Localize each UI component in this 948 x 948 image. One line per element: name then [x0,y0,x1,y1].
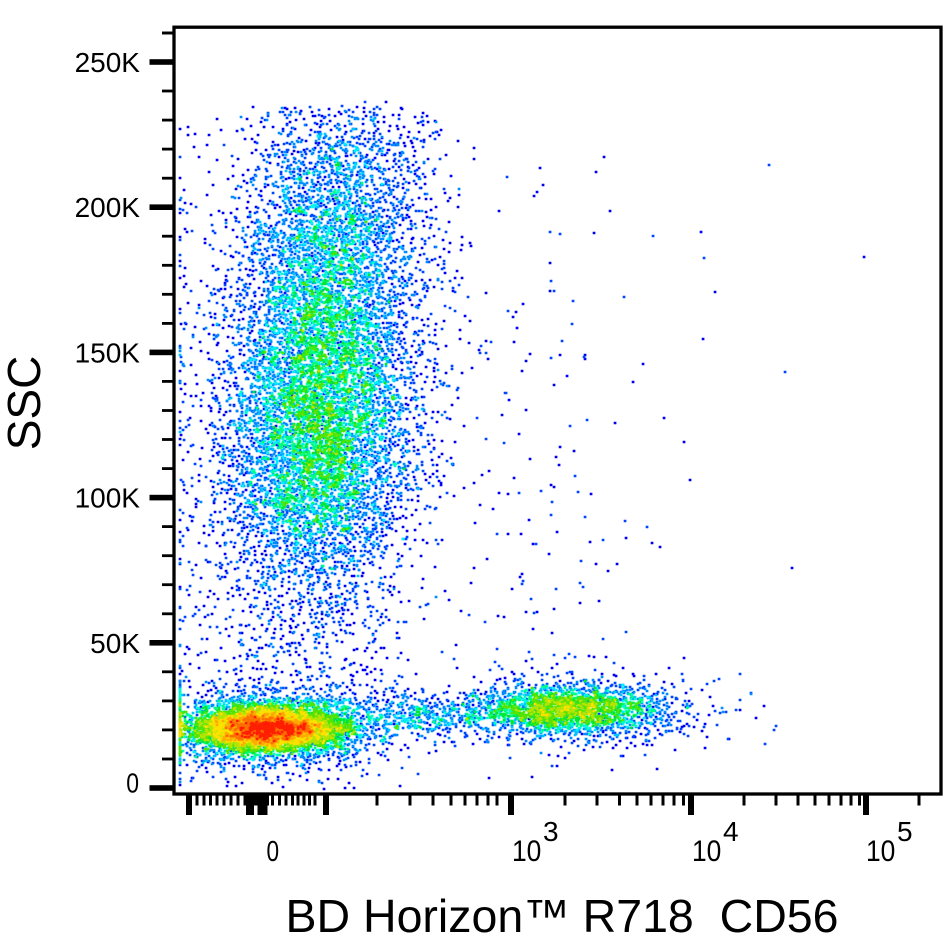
svg-text:4: 4 [723,816,739,847]
svg-text:5: 5 [897,816,913,847]
svg-text:10: 10 [512,833,541,867]
svg-text:0: 0 [126,768,139,799]
svg-text:150K: 150K [75,337,141,368]
svg-text:100K: 100K [75,483,141,514]
svg-text:50K: 50K [90,628,140,659]
svg-text:BD Horizon™ R718 CD56: BD Horizon™ R718 CD56 [285,890,838,942]
svg-text:0: 0 [267,834,280,867]
svg-text:SSC: SSC [0,356,50,451]
svg-text:200K: 200K [75,192,141,223]
svg-text:10: 10 [866,833,895,867]
svg-text:10: 10 [692,833,721,867]
svg-text:3: 3 [543,816,559,847]
svg-text:250K: 250K [75,47,141,78]
